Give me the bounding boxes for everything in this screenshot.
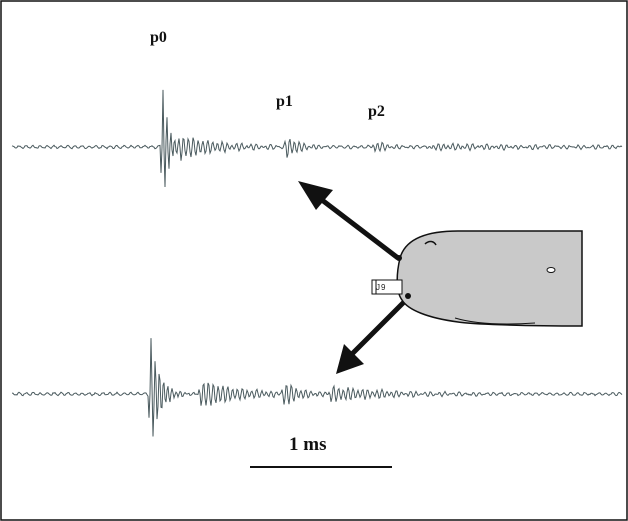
pulse-p1-label: p1 (276, 93, 293, 110)
lower-arrow (336, 300, 406, 374)
upper-arrow (298, 181, 400, 260)
scale-bar-label: 1 ms (289, 434, 327, 455)
tag-label: J9 (376, 283, 387, 292)
upper-waveform-trace (11, 89, 623, 188)
j9-tag (371, 279, 403, 295)
lower-waveform-trace (11, 338, 623, 437)
pulse-p0-label: p0 (150, 29, 167, 46)
pulse-p2-label: p2 (368, 103, 385, 120)
sperm-whale-head-illustration (396, 230, 583, 327)
